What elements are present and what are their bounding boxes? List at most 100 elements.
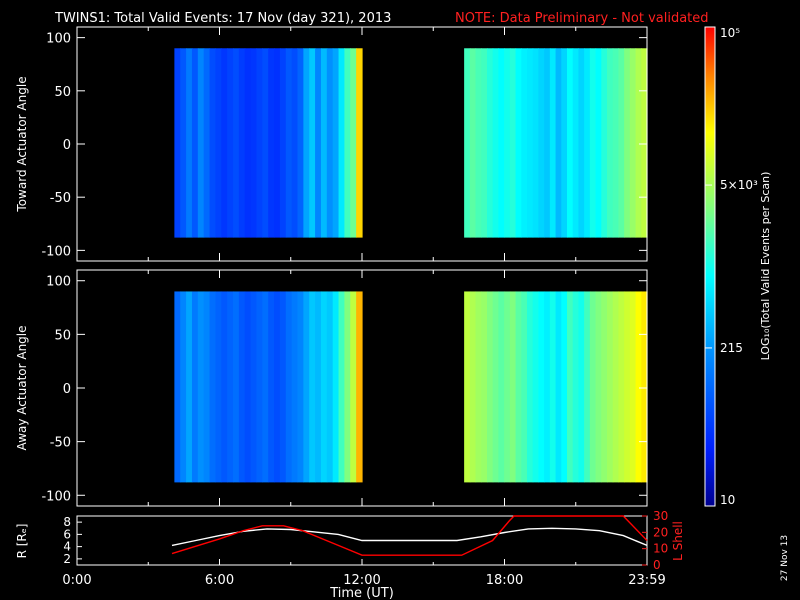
toward-y-label: Toward Actuator Angle — [15, 76, 29, 212]
toward-heatmap-cell — [549, 48, 557, 238]
lshell-line — [171, 515, 648, 556]
away-heatmap-cell — [309, 291, 316, 483]
away-y-ticks: 100 50 0 -50 -100 — [41, 270, 648, 506]
lshell-y-tick-label: 10 — [653, 542, 668, 556]
toward-heatmap-cell — [227, 48, 234, 238]
away-heatmap-cell — [492, 291, 500, 483]
away-heatmap-cell — [544, 291, 551, 483]
away-heatmap-cell — [227, 291, 234, 483]
toward-panel: 100 50 0 -50 -100 Toward Actuator Angle — [15, 26, 648, 262]
away-heatmap-cell — [356, 291, 363, 483]
away-heatmap-cell — [555, 291, 562, 483]
toward-heatmap-cell — [492, 48, 500, 238]
away-heatmap-cell — [509, 291, 517, 483]
away-heatmap-cell — [320, 291, 328, 483]
r-y-tick-label: 4 — [63, 540, 71, 554]
away-heatmap-cell — [350, 291, 357, 483]
away-heatmap-cell — [607, 291, 614, 483]
toward-heatmap-cell — [244, 48, 252, 238]
away-heatmap-cell — [174, 291, 181, 483]
away-heatmap-cell — [344, 291, 351, 483]
lshell-y-tick-label: 30 — [653, 509, 668, 523]
toward-heatmap-cell — [262, 48, 269, 238]
away-y-tick-label: -100 — [41, 489, 71, 504]
away-heatmap-cell — [504, 291, 511, 483]
lshell-y-tick-label: 20 — [653, 525, 668, 539]
toward-heatmap-cell — [635, 48, 642, 238]
lshell-axis-label: L Shell — [671, 521, 685, 561]
toward-heatmap-cell — [526, 48, 534, 238]
away-heatmap-cell — [315, 291, 322, 483]
toward-heatmap-cell — [326, 48, 334, 238]
away-heatmap — [174, 291, 648, 483]
r-y-tick-label: 6 — [63, 527, 71, 541]
r-y-tick-label: 2 — [63, 552, 71, 566]
toward-heatmap-cell — [595, 48, 602, 238]
away-heatmap-cell — [641, 291, 648, 483]
plot-title: TWINS1: Total Valid Events: 17 Nov (day … — [54, 11, 391, 26]
r-axis-label: R [Rₑ] — [15, 524, 29, 559]
toward-heatmap-cell — [618, 48, 625, 238]
toward-heatmap-cell — [279, 48, 287, 238]
away-heatmap-cell — [291, 291, 299, 483]
toward-heatmap-cell — [589, 48, 597, 238]
toward-heatmap-cell — [309, 48, 316, 238]
toward-heatmap-cell — [584, 48, 591, 238]
toward-heatmap-cell — [612, 48, 620, 238]
toward-heatmap-cell — [521, 48, 528, 238]
away-heatmap-cell — [464, 291, 471, 483]
away-y-tick-label: 100 — [46, 275, 71, 290]
colorbar-tick-label: 10⁵ — [720, 26, 740, 40]
time-x-tick-label: 18:00 — [486, 573, 523, 588]
toward-y-tick-label: 50 — [54, 85, 71, 100]
toward-heatmap-cell — [344, 48, 351, 238]
toward-heatmap-cell — [566, 48, 574, 238]
toward-heatmap-cell — [532, 48, 540, 238]
toward-heatmap-cell — [486, 48, 494, 238]
away-heatmap-cell — [532, 291, 540, 483]
away-y-label: Away Actuator Angle — [15, 325, 29, 450]
r-y-tick-label: 8 — [63, 515, 71, 529]
away-heatmap-cell — [589, 291, 597, 483]
away-heatmap-cell — [475, 291, 482, 483]
time-x-ticks: 0:00 6:00 12:00 18:00 23:59 — [62, 559, 666, 588]
away-heatmap-cell — [221, 291, 228, 483]
toward-heatmap-cell — [509, 48, 517, 238]
away-heatmap-cell — [624, 291, 631, 483]
toward-heatmap-cell — [174, 48, 181, 238]
toward-heatmap-cell — [572, 48, 580, 238]
away-heatmap-cell — [303, 291, 310, 483]
toward-heatmap-cell — [356, 48, 363, 238]
away-heatmap-cell — [486, 291, 494, 483]
away-heatmap-cell — [332, 291, 340, 483]
away-heatmap-cell — [238, 291, 246, 483]
away-heatmap-cell — [191, 291, 199, 483]
toward-heatmap-cell — [629, 48, 637, 238]
toward-y-tick-label: 100 — [46, 32, 71, 47]
toward-heatmap-cell — [197, 48, 205, 238]
away-heatmap-cell — [515, 291, 522, 483]
toward-heatmap-cell — [320, 48, 328, 238]
away-heatmap-cell — [244, 291, 252, 483]
away-heatmap-cell — [215, 291, 222, 483]
toward-heatmap-cell — [180, 48, 187, 238]
time-x-tick-label: 6:00 — [205, 573, 234, 588]
away-heatmap-cell — [629, 291, 637, 483]
lshell-y-ticks: 30 20 10 0 — [642, 509, 668, 572]
away-heatmap-cell — [186, 291, 193, 483]
colorbar-scale — [704, 26, 716, 507]
away-heatmap-cell — [601, 291, 608, 483]
toward-heatmap-cell — [203, 48, 211, 238]
away-heatmap-cell — [469, 291, 477, 483]
toward-heatmap-cell — [538, 48, 545, 238]
away-heatmap-cell — [526, 291, 534, 483]
toward-heatmap-cell — [274, 48, 281, 238]
away-panel: 100 50 0 -50 -100 Away Actuator Angle — [15, 269, 648, 507]
away-heatmap-cell — [498, 291, 505, 483]
away-heatmap-cell — [233, 291, 240, 483]
toward-heatmap-cell — [221, 48, 228, 238]
toward-heatmap-cell — [578, 48, 585, 238]
toward-heatmap-cell — [475, 48, 482, 238]
